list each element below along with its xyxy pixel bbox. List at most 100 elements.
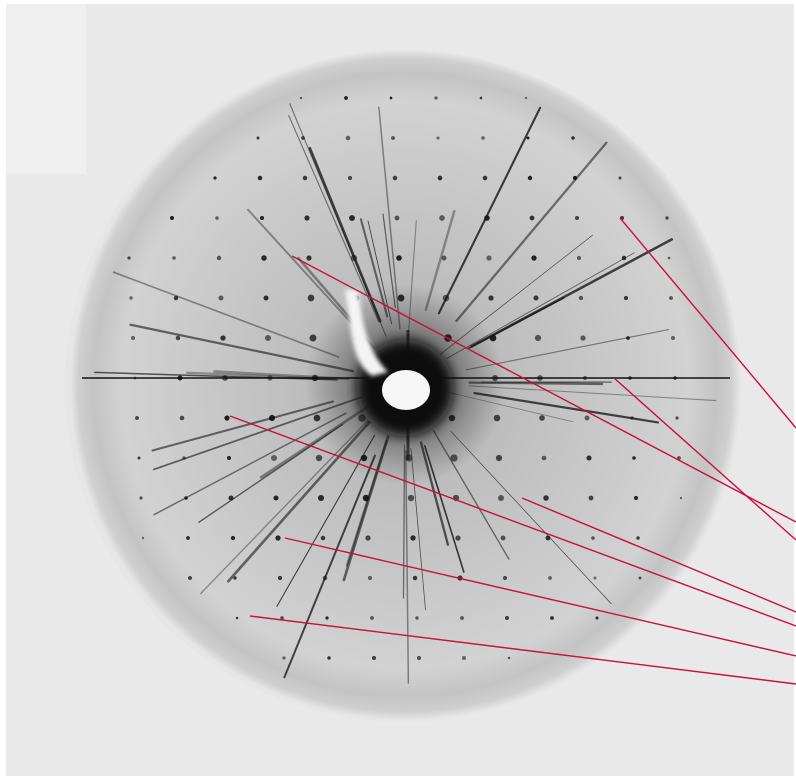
spot [363, 495, 369, 501]
spot [180, 416, 185, 421]
spot [417, 656, 421, 660]
spot [413, 576, 417, 580]
spot [665, 216, 668, 219]
spot [236, 617, 239, 620]
spot [591, 536, 595, 540]
spot [358, 414, 366, 422]
spot [639, 577, 642, 580]
spot [542, 456, 547, 461]
spot [265, 335, 271, 341]
spot [188, 576, 192, 580]
spot [261, 255, 267, 261]
spot [346, 136, 351, 141]
spot [546, 536, 551, 541]
spot [490, 335, 497, 342]
spot [131, 336, 135, 340]
spot [525, 97, 527, 99]
spot [449, 415, 455, 421]
spot [534, 296, 539, 301]
spot [396, 255, 402, 261]
spot [535, 335, 541, 341]
spot [501, 536, 506, 541]
spot [586, 455, 591, 460]
spot [622, 256, 627, 261]
spot [348, 176, 352, 180]
spot [626, 336, 630, 340]
beam-stop-disc [382, 370, 430, 410]
spot [312, 375, 318, 381]
spot [218, 295, 223, 300]
spot [589, 496, 594, 501]
spot [575, 216, 579, 220]
spot [398, 295, 405, 302]
spot [496, 455, 502, 461]
spot [539, 415, 545, 421]
spot [680, 497, 682, 499]
spot [344, 96, 348, 100]
spot [351, 255, 357, 261]
spot [508, 657, 510, 659]
spot [571, 136, 575, 140]
spot [368, 576, 372, 580]
spot [325, 616, 328, 619]
spot [415, 616, 418, 619]
spot [405, 454, 412, 461]
spot [231, 536, 235, 540]
spot [505, 616, 509, 620]
spot [308, 295, 315, 302]
spot [439, 215, 445, 221]
spot [138, 457, 141, 460]
spot [462, 656, 466, 660]
spot [184, 496, 187, 499]
spot [455, 535, 460, 540]
spot [550, 616, 554, 620]
spot [583, 376, 587, 380]
spot [480, 97, 483, 100]
spot [301, 136, 305, 140]
spot [494, 415, 501, 422]
spot [390, 97, 393, 100]
spot [304, 215, 309, 220]
spot [543, 495, 549, 501]
spot [186, 536, 190, 540]
spot [548, 576, 552, 580]
spot [585, 416, 590, 421]
spot [530, 216, 535, 221]
spot [224, 415, 229, 420]
spot [372, 656, 376, 660]
spot [408, 495, 414, 501]
spot [300, 97, 302, 99]
diffraction-image [0, 0, 796, 780]
spot [228, 495, 233, 500]
spot [310, 335, 317, 342]
spot [370, 616, 374, 620]
spot [257, 137, 260, 140]
spot [282, 656, 285, 659]
spot [443, 295, 450, 302]
spot [134, 377, 137, 380]
spot [619, 177, 622, 180]
spot [222, 375, 228, 381]
spot [349, 215, 355, 221]
spot [438, 176, 443, 181]
spot [573, 176, 577, 180]
spot [624, 296, 628, 300]
spot [306, 255, 311, 260]
spot [492, 375, 498, 381]
spot [531, 255, 536, 260]
spot [481, 136, 485, 140]
spot [260, 216, 264, 220]
spot [361, 455, 367, 461]
spot [182, 456, 186, 460]
spot [596, 617, 599, 620]
spot [580, 335, 585, 340]
spot [215, 216, 219, 220]
spot [528, 176, 532, 180]
spot [675, 416, 678, 419]
spot [271, 455, 277, 461]
spot [391, 136, 395, 140]
spot [233, 576, 236, 579]
spot [488, 295, 493, 300]
spot [174, 296, 178, 300]
spot [316, 455, 323, 462]
